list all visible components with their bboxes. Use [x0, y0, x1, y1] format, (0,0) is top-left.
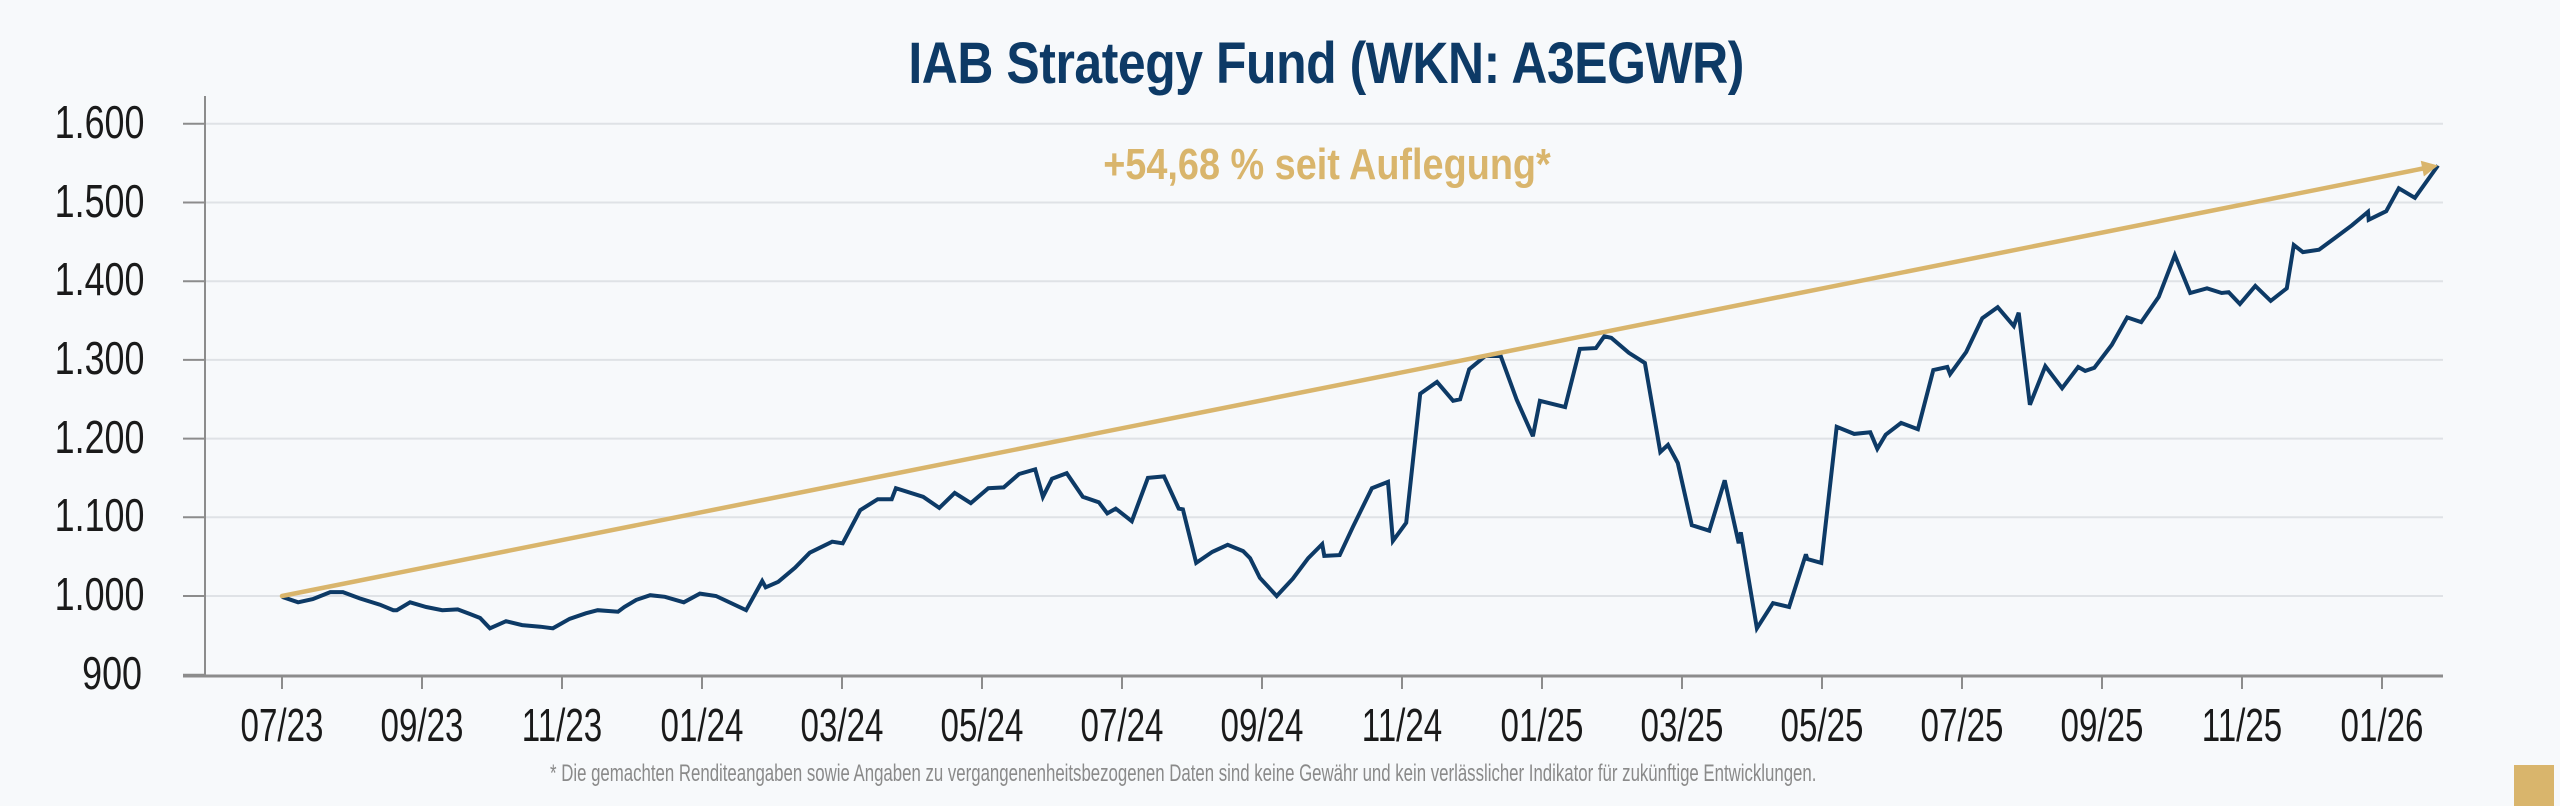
x-tick-label: 07/23	[240, 699, 324, 751]
x-tick-label: 05/24	[940, 699, 1024, 751]
corner-accent-square	[2514, 765, 2554, 806]
y-tick-label: 1.400	[54, 253, 145, 306]
x-tick-label: 11/24	[1361, 699, 1443, 751]
disclaimer-footnote: * Die gemachten Renditeangaben sowie Ang…	[550, 760, 1817, 787]
x-tick-label: 11/25	[2201, 699, 2283, 751]
fund-price-line	[281, 164, 2440, 634]
y-tick-label: 1.600	[54, 95, 145, 148]
y-tick-label: 1.500	[54, 174, 145, 227]
return-annotation: +54,68 % seit Auflegung*	[1103, 140, 1551, 189]
x-tick-label: 09/25	[2060, 699, 2144, 751]
y-tick-label: 1.200	[54, 410, 145, 463]
y-tick-label: 1.300	[54, 331, 145, 384]
x-tick-label: 09/23	[380, 699, 464, 751]
x-tick-label: 03/24	[800, 699, 884, 751]
trend-line	[279, 166, 2425, 599]
series-group	[279, 160, 2440, 634]
y-tick-label: 900	[82, 646, 142, 699]
x-tick-label: 09/24	[1220, 699, 1304, 751]
chart-title: IAB Strategy Fund (WKN: A3EGWR)	[908, 31, 1744, 96]
axes	[183, 96, 2443, 689]
gridlines	[205, 122, 2443, 597]
trend-arrowhead-icon	[2420, 160, 2438, 177]
x-tick-label: 07/25	[1920, 699, 2004, 751]
x-tick-label: 11/23	[521, 699, 603, 751]
x-tick-label: 05/25	[1780, 699, 1864, 751]
x-tick-label: 01/26	[2340, 699, 2424, 751]
y-tick-label: 1.000	[54, 568, 145, 620]
x-tick-label: 03/25	[1640, 699, 1724, 751]
y-tick-label: 1.100	[54, 489, 145, 542]
x-tick-label: 07/24	[1080, 699, 1164, 751]
x-tick-label: 01/25	[1500, 699, 1584, 751]
x-tick-label: 01/24	[660, 699, 744, 751]
